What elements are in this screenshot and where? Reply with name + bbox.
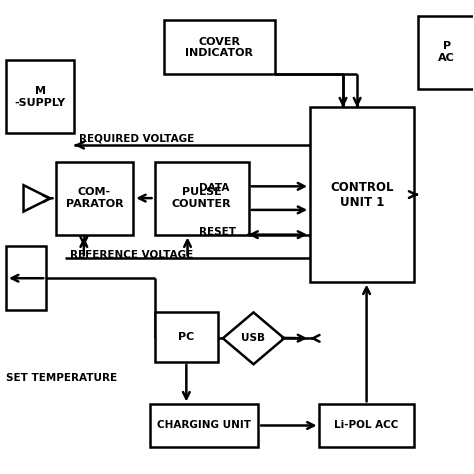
Bar — [55, 162, 133, 235]
Bar — [310, 108, 414, 282]
Text: DATA: DATA — [199, 182, 230, 192]
Text: COVER
INDICATOR: COVER INDICATOR — [185, 36, 253, 58]
Bar — [150, 404, 258, 447]
Text: SET TEMPERATURE: SET TEMPERATURE — [6, 374, 117, 383]
Text: P
AC: P AC — [438, 41, 455, 63]
Polygon shape — [24, 185, 50, 211]
Polygon shape — [223, 312, 284, 364]
Bar — [319, 404, 414, 447]
Text: USB: USB — [241, 333, 265, 343]
Text: M
-SUPPLY: M -SUPPLY — [15, 86, 66, 108]
Text: REQUIRED VOLTAGE: REQUIRED VOLTAGE — [79, 133, 194, 143]
Text: CONTROL
UNIT 1: CONTROL UNIT 1 — [330, 181, 393, 209]
Text: COM-
PARATOR: COM- PARATOR — [65, 187, 123, 209]
Bar — [6, 60, 74, 133]
Bar — [419, 16, 474, 89]
Text: REFERENCE VOLTAGE: REFERENCE VOLTAGE — [70, 250, 193, 260]
Bar — [6, 246, 46, 310]
Text: PULSE
COUNTER: PULSE COUNTER — [172, 187, 231, 209]
Text: RESET: RESET — [199, 228, 237, 237]
Text: PC: PC — [178, 332, 194, 342]
Text: Li-POL ACC: Li-POL ACC — [334, 420, 399, 430]
Bar — [164, 20, 275, 74]
Bar — [155, 312, 218, 362]
Text: CHARGING UNIT: CHARGING UNIT — [157, 420, 251, 430]
Bar — [155, 162, 249, 235]
